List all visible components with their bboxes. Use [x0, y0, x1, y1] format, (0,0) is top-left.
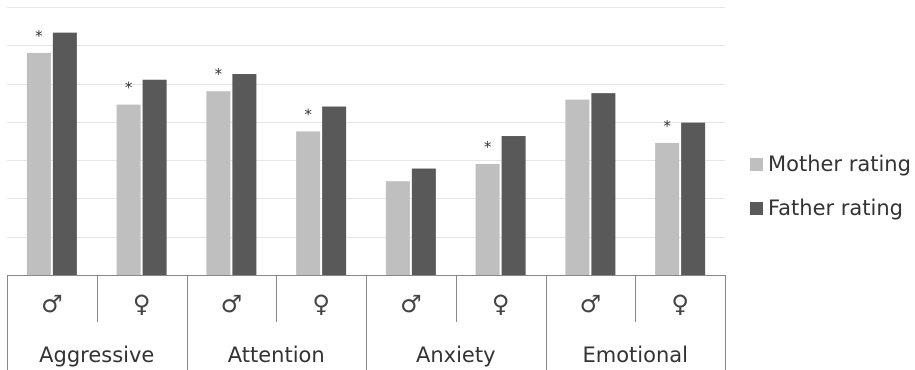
bar-father-rating: [411, 168, 436, 275]
female-symbol-icon: ♀: [492, 290, 510, 318]
male-symbol-icon: ♂: [580, 290, 602, 318]
bar-father-rating: [142, 79, 167, 275]
bar-father-rating: [232, 74, 257, 275]
bar-mother-rating: [385, 181, 410, 275]
bar-mother-rating: [565, 99, 590, 275]
female-symbol-icon: ♀: [671, 290, 689, 318]
bar-father-rating: [681, 122, 706, 275]
significance-marker: *: [215, 65, 223, 83]
legend-label: Mother rating: [768, 152, 911, 176]
significance-marker: *: [35, 27, 43, 45]
male-symbol-icon: ♂: [41, 290, 63, 318]
significance-marker: *: [663, 117, 671, 135]
bar-mother-rating: [206, 91, 231, 275]
bar-father-rating: [591, 93, 616, 276]
group-label: Attention: [228, 343, 325, 367]
bar-mother-rating: [655, 142, 680, 275]
significance-marker: *: [125, 79, 133, 97]
male-symbol-icon: ♂: [400, 290, 422, 318]
legend-label: Father rating: [768, 196, 903, 220]
bar-mother-rating: [26, 52, 51, 275]
bar-father-rating: [322, 106, 347, 276]
bar-father-rating: [52, 32, 77, 275]
bar-mother-rating: [296, 131, 321, 275]
legend-swatch: [750, 202, 763, 215]
group-label: Emotional: [582, 343, 688, 367]
significance-marker: *: [304, 105, 312, 123]
female-symbol-icon: ♀: [133, 290, 151, 318]
male-symbol-icon: ♂: [221, 290, 243, 318]
group-label: Anxiety: [416, 343, 496, 367]
legend-swatch: [750, 158, 763, 171]
significance-marker: *: [484, 138, 492, 156]
group-label: Aggressive: [39, 343, 154, 367]
bar-mother-rating: [116, 104, 141, 275]
bar-mother-rating: [475, 163, 500, 275]
bar-father-rating: [501, 136, 526, 275]
female-symbol-icon: ♀: [312, 290, 330, 318]
